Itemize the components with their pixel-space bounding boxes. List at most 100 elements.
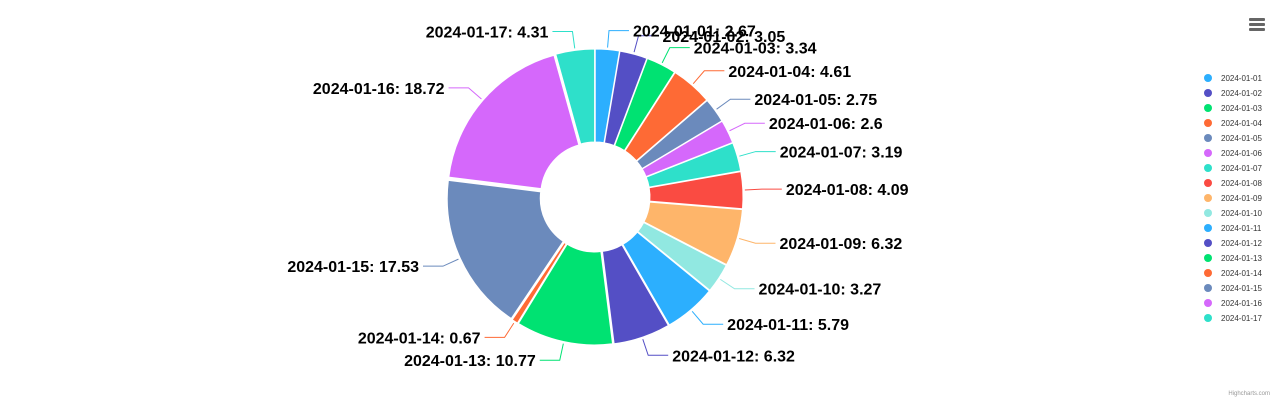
label-connector <box>633 35 659 53</box>
legend-item-2024-01-09[interactable]: 2024-01-09 <box>1204 194 1262 203</box>
label-connector <box>607 30 629 48</box>
legend-marker <box>1204 314 1212 322</box>
legend-marker <box>1204 269 1212 277</box>
pie-slice-2024-01-16[interactable] <box>448 54 580 190</box>
legend-item-2024-01-03[interactable]: 2024-01-03 <box>1204 104 1262 113</box>
legend-item-2024-01-11[interactable]: 2024-01-11 <box>1204 224 1262 233</box>
label-connector <box>720 278 755 290</box>
legend-label: 2024-01-16 <box>1221 299 1262 308</box>
legend-item-2024-01-10[interactable]: 2024-01-10 <box>1204 209 1262 218</box>
credits-text[interactable]: Highcharts.com <box>1228 391 1270 397</box>
data-label: 2024-01-17: 4.31 <box>426 25 549 42</box>
legend-item-2024-01-07[interactable]: 2024-01-07 <box>1204 164 1262 173</box>
label-connector <box>448 87 482 100</box>
legend-marker <box>1204 179 1212 187</box>
pie-slice-2024-01-08[interactable] <box>648 170 744 210</box>
legend-item-2024-01-17[interactable]: 2024-01-17 <box>1204 314 1262 323</box>
data-label: 2024-01-01: 2.67 <box>633 24 756 41</box>
data-label: 2024-01-14: 0.67 <box>358 330 481 347</box>
pie-slice-2024-01-03[interactable] <box>613 57 676 152</box>
pie-slice-2024-01-14[interactable] <box>511 241 567 324</box>
legend-marker <box>1204 209 1212 217</box>
legend-marker <box>1204 74 1212 82</box>
legend-item-2024-01-13[interactable]: 2024-01-13 <box>1204 254 1262 263</box>
data-label: 2024-01-05: 2.75 <box>754 92 877 109</box>
legend-marker <box>1204 89 1212 97</box>
slices-layer <box>446 48 744 346</box>
legend-marker <box>1204 284 1212 292</box>
label-connector <box>729 122 765 132</box>
legend-item-2024-01-01[interactable]: 2024-01-01 <box>1204 74 1262 83</box>
legend-item-2024-01-05[interactable]: 2024-01-05 <box>1204 134 1262 143</box>
label-connector <box>422 258 459 267</box>
label-connector <box>539 343 564 361</box>
legend-marker <box>1204 149 1212 157</box>
pie-slice-2024-01-06[interactable] <box>641 120 734 178</box>
legend-marker <box>1204 134 1212 142</box>
data-label: 2024-01-10: 3.27 <box>759 282 882 299</box>
pie-slice-2024-01-11[interactable] <box>622 231 711 326</box>
legend-marker <box>1204 119 1212 127</box>
data-label: 2024-01-11: 5.79 <box>727 317 849 334</box>
data-label: 2024-01-16: 18.72 <box>313 81 445 98</box>
label-connector <box>739 238 776 244</box>
label-connector <box>642 339 669 356</box>
pie-slice-2024-01-07[interactable] <box>645 142 742 188</box>
legend-marker <box>1204 194 1212 202</box>
legend: 2024-01-01 2024-01-02 2024-01-03 2024-01-04… <box>1204 74 1262 323</box>
legend-marker <box>1204 299 1212 307</box>
menu-bar <box>1249 28 1265 31</box>
pie-slice-2024-01-05[interactable] <box>636 99 723 170</box>
pie-slice-2024-01-04[interactable] <box>624 71 708 162</box>
data-label: 2024-01-04: 4.61 <box>728 64 851 81</box>
pie-slice-2024-01-01[interactable] <box>594 48 621 144</box>
legend-label: 2024-01-01 <box>1221 74 1262 83</box>
pie-slice-2024-01-12[interactable] <box>601 244 670 345</box>
legend-item-2024-01-04[interactable]: 2024-01-04 <box>1204 119 1262 128</box>
data-label: 2024-01-13: 10.77 <box>404 353 536 370</box>
label-connector <box>552 31 576 49</box>
hamburger-menu-icon[interactable] <box>1246 14 1268 36</box>
legend-label: 2024-01-03 <box>1221 104 1262 113</box>
pie-slice-2024-01-02[interactable] <box>603 50 648 147</box>
label-connector <box>484 322 515 338</box>
legend-marker <box>1204 254 1212 262</box>
legend-label: 2024-01-14 <box>1221 269 1262 278</box>
legend-item-2024-01-14[interactable]: 2024-01-14 <box>1204 269 1262 278</box>
label-connector <box>692 70 725 84</box>
legend-label: 2024-01-02 <box>1221 89 1262 98</box>
legend-label: 2024-01-15 <box>1221 284 1262 293</box>
label-connector <box>716 98 751 110</box>
legend-label: 2024-01-05 <box>1221 134 1262 143</box>
legend-label: 2024-01-06 <box>1221 149 1262 158</box>
pie-slice-2024-01-17[interactable] <box>555 48 596 145</box>
legend-label: 2024-01-08 <box>1221 179 1262 188</box>
legend-marker <box>1204 239 1212 247</box>
legend-item-2024-01-08[interactable]: 2024-01-08 <box>1204 179 1262 188</box>
legend-item-2024-01-15[interactable]: 2024-01-15 <box>1204 284 1262 293</box>
legend-item-2024-01-16[interactable]: 2024-01-16 <box>1204 299 1262 308</box>
data-label: 2024-01-06: 2.6 <box>769 116 883 133</box>
legend-label: 2024-01-12 <box>1221 239 1262 248</box>
legend-label: 2024-01-10 <box>1221 209 1262 218</box>
legend-label: 2024-01-11 <box>1221 224 1262 233</box>
legend-item-2024-01-12[interactable]: 2024-01-12 <box>1204 239 1262 248</box>
pie-slice-2024-01-09[interactable] <box>643 201 743 266</box>
data-label: 2024-01-09: 6.32 <box>779 236 902 253</box>
legend-marker <box>1204 104 1212 112</box>
data-label: 2024-01-07: 3.19 <box>780 145 903 162</box>
pie-slice-2024-01-13[interactable] <box>517 243 614 346</box>
label-connector <box>744 188 782 191</box>
legend-label: 2024-01-09 <box>1221 194 1262 203</box>
pie-slice-2024-01-15[interactable] <box>446 179 564 320</box>
legend-label: 2024-01-07 <box>1221 164 1262 173</box>
label-connector <box>739 151 776 157</box>
legend-item-2024-01-02[interactable]: 2024-01-02 <box>1204 89 1262 98</box>
label-connector <box>661 47 690 64</box>
legend-marker <box>1204 224 1212 232</box>
pie-slice-2024-01-10[interactable] <box>637 221 727 292</box>
legend-item-2024-01-06[interactable]: 2024-01-06 <box>1204 149 1262 158</box>
